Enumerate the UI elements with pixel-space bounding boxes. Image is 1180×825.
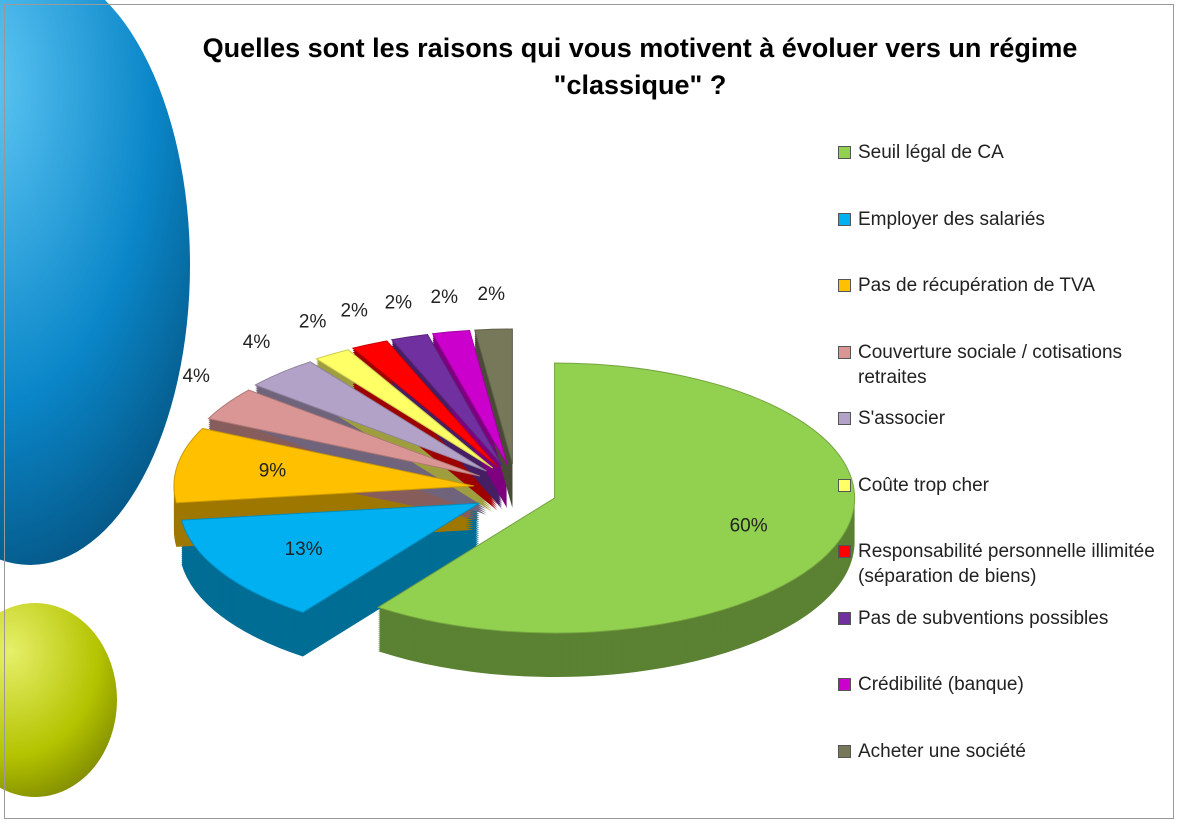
- legend-item: Acheter une société: [838, 739, 1168, 806]
- chart-title: Quelles sont les raisons qui vous motive…: [200, 30, 1080, 104]
- legend-item: Pas de récupération de TVA: [838, 273, 1168, 340]
- legend-swatch: [838, 412, 851, 425]
- legend-item: Pas de subventions possibles: [838, 606, 1168, 673]
- legend-item: Couverture sociale / cotisations retrait…: [838, 340, 1168, 407]
- legend-label: Coûte trop cher: [858, 473, 1168, 498]
- legend-item: Crédibilité (banque): [838, 672, 1168, 739]
- legend-label: Pas de subventions possibles: [858, 606, 1168, 631]
- legend-item: Coûte trop cher: [838, 473, 1168, 540]
- legend-label: Couverture sociale / cotisations retrait…: [858, 340, 1168, 390]
- legend-swatch: [838, 279, 851, 292]
- legend-swatch: [838, 545, 851, 558]
- legend-label: Responsabilité personnelle illimitée (sé…: [858, 539, 1168, 589]
- legend-label: Crédibilité (banque): [858, 672, 1168, 697]
- legend-swatch: [838, 678, 851, 691]
- legend-swatch: [838, 346, 851, 359]
- legend-label: Pas de récupération de TVA: [858, 273, 1168, 298]
- legend-item: Employer des salariés: [838, 207, 1168, 274]
- legend: Seuil légal de CA Employer des salariés Pa…: [838, 140, 1168, 805]
- legend-swatch: [838, 146, 851, 159]
- legend-swatch: [838, 745, 851, 758]
- page: 60%13%9%4%4%2%2%2%2%2% Quelles sont les …: [0, 0, 1180, 825]
- legend-label: S'associer: [858, 406, 1168, 431]
- legend-label: Seuil légal de CA: [858, 140, 1168, 165]
- legend-item: Responsabilité personnelle illimitée (sé…: [838, 539, 1168, 606]
- legend-swatch: [838, 479, 851, 492]
- legend-item: S'associer: [838, 406, 1168, 473]
- legend-swatch: [838, 213, 851, 226]
- legend-item: Seuil légal de CA: [838, 140, 1168, 207]
- legend-label: Employer des salariés: [858, 207, 1168, 232]
- legend-label: Acheter une société: [858, 739, 1168, 764]
- legend-swatch: [838, 612, 851, 625]
